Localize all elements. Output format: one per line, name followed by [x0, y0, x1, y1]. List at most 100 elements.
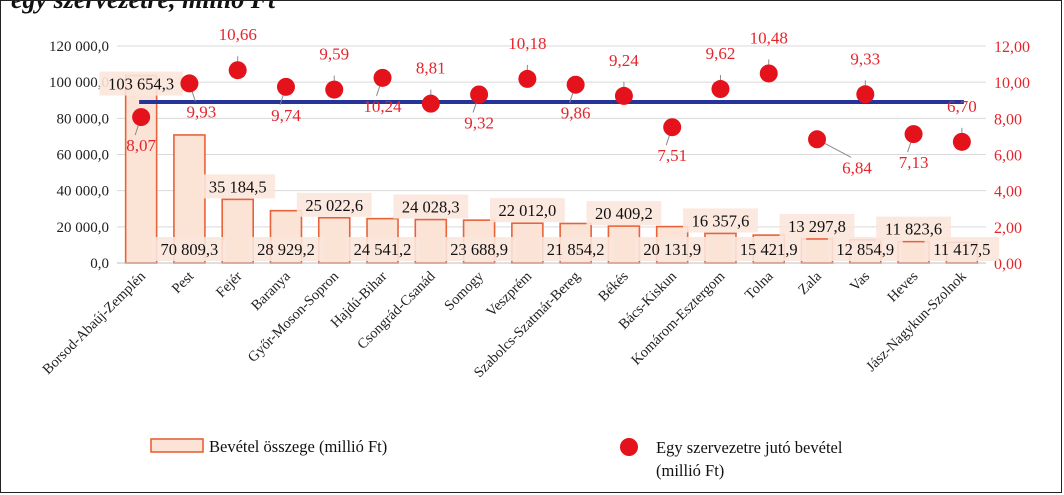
- y-left-tick-label: 40 000,0: [57, 184, 110, 200]
- legend-bar-label: Bevétel összege (millió Ft): [209, 437, 387, 456]
- caption-strip: egy szervezetre, millió Ft: [1, 1, 1063, 27]
- data-point: [228, 61, 247, 80]
- data-point: [952, 132, 971, 151]
- data-point: [856, 85, 875, 104]
- point-value-label: 7,13: [899, 153, 929, 172]
- category-label: Somogy: [441, 268, 487, 314]
- point-value-label: 10,48: [750, 28, 788, 47]
- y-right-tick-label: 6,00: [994, 148, 1022, 165]
- bar: [414, 218, 448, 264]
- bar: [124, 74, 158, 264]
- data-point: [325, 80, 344, 99]
- chart-caption: egy szervezetre, millió Ft: [11, 1, 275, 15]
- bar-label-bg: [538, 237, 614, 261]
- point-value-label: 8,81: [416, 59, 446, 78]
- bar-label-bg: [345, 237, 420, 261]
- category-label: Tolna: [742, 268, 777, 303]
- bar-label-bg: [827, 237, 903, 261]
- point-value-label: 9,93: [187, 102, 217, 121]
- data-point: [711, 80, 730, 99]
- bar-value-label: 15 421,9: [740, 240, 798, 259]
- category-label: Vas: [847, 268, 873, 294]
- bar-value-label: 12 854,9: [836, 240, 894, 259]
- data-point: [518, 69, 537, 88]
- bar-value-label: 103 654,3: [108, 75, 174, 94]
- data-point: [180, 74, 199, 93]
- bar-label-bg: [876, 216, 951, 241]
- bar-label-bg: [152, 237, 227, 261]
- point-value-label: 9,33: [850, 49, 880, 68]
- category-label: Győr-Moson-Sopron: [245, 268, 343, 366]
- data-point: [276, 77, 295, 96]
- y-right-tick-label: 10,00: [994, 75, 1030, 92]
- data-point: [373, 68, 392, 87]
- category-label: Heves: [884, 268, 921, 305]
- bar-label-bg: [296, 192, 372, 217]
- point-value-label: 8,07: [126, 136, 156, 155]
- bar-label-bg: [586, 201, 662, 226]
- bar-value-label: 35 184,5: [209, 177, 267, 196]
- category-label: Komárom-Esztergom: [628, 268, 728, 368]
- y-left-tick-label: 20 000,0: [57, 220, 110, 236]
- y-left-tick-label: 60 000,0: [57, 148, 110, 164]
- bar-label-bg: [441, 237, 517, 261]
- point-value-label: 9,86: [561, 104, 591, 123]
- y-left-tick-label: 0,0: [90, 256, 109, 272]
- category-label: Borsod-Abaúj-Zemplén: [40, 268, 150, 378]
- legend-point-swatch: [620, 438, 638, 456]
- category-label: Baranya: [248, 268, 294, 314]
- bar-value-label: 70 809,3: [161, 240, 219, 259]
- y-right-tick-label: 8,00: [994, 111, 1022, 128]
- bar-label-bg: [731, 237, 807, 261]
- point-value-label: 9,59: [319, 45, 349, 64]
- bar-value-label: 22 012,0: [498, 201, 556, 220]
- y-left-tick-label: 100 000,0: [49, 75, 109, 91]
- legend-point-label: Egy szervezetre jutó bevétel: [656, 438, 843, 457]
- category-label: Zala: [795, 268, 825, 298]
- bar-value-label: 11 417,5: [933, 240, 990, 259]
- data-point: [663, 118, 682, 137]
- point-value-label: 7,51: [657, 146, 687, 165]
- point-value-label: 9,24: [609, 51, 639, 70]
- data-point: [470, 85, 489, 104]
- point-value-label: 6,84: [842, 158, 872, 177]
- point-value-label: 9,62: [706, 44, 736, 63]
- bar-label-bg: [779, 213, 855, 238]
- bar: [897, 240, 930, 264]
- data-point: [421, 94, 440, 113]
- data-point: [566, 75, 585, 94]
- bar-value-label: 20 409,2: [595, 204, 653, 223]
- bar-value-label: 28 929,2: [257, 240, 315, 259]
- point-value-label: 10,18: [508, 34, 546, 53]
- y-left-tick-label: 120 000,0: [49, 39, 109, 55]
- bar-value-label: 25 022,6: [305, 196, 363, 215]
- y-right-tick-label: 0,00: [994, 256, 1022, 273]
- bar: [221, 198, 254, 264]
- bar-value-label: 24 541,2: [354, 240, 412, 259]
- point-value-label: 6,70: [947, 97, 977, 116]
- data-point: [808, 130, 827, 149]
- category-label: Békés: [595, 268, 632, 305]
- point-value-label: 10,24: [363, 97, 402, 116]
- data-point: [759, 64, 778, 83]
- bar-value-label: 23 688,9: [450, 240, 508, 259]
- bar-label-bg: [248, 237, 324, 261]
- point-value-label: 9,32: [464, 113, 494, 132]
- y-right-tick-label: 12,00: [994, 39, 1030, 56]
- bar-value-label: 13 297,8: [788, 217, 846, 236]
- legend-point-label-line2: (millió Ft): [656, 461, 724, 480]
- bar: [511, 222, 544, 264]
- bar-value-label: 21 854,2: [547, 240, 605, 259]
- category-label: Fejér: [213, 268, 246, 301]
- bar-label-bg: [99, 71, 183, 96]
- data-point: [904, 125, 923, 144]
- bar-label-bg: [634, 237, 710, 261]
- legend-bar-swatch: [150, 438, 204, 453]
- bar-label-bg: [489, 198, 565, 223]
- bar: [317, 216, 351, 264]
- data-point: [132, 108, 151, 127]
- bar: [800, 238, 834, 264]
- bar-value-label: 24 028,3: [402, 198, 460, 217]
- y-right-tick-label: 4,00: [994, 184, 1022, 201]
